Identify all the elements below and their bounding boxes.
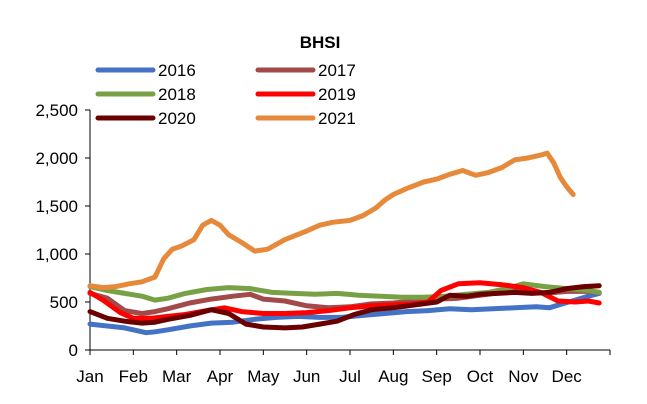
y-axis: 0 500 1,000 1,500 2,000 2,500 (35, 101, 91, 360)
y-tick-label: 0 (69, 341, 78, 360)
legend: 2016 2017 2018 2019 2020 2021 (95, 61, 356, 128)
x-tick-label: Jul (339, 367, 361, 386)
chart-title: BHSI (300, 33, 341, 52)
x-tick-label: Jan (76, 367, 103, 386)
legend-label-2018: 2018 (158, 85, 196, 104)
y-tick-label: 500 (50, 293, 78, 312)
x-axis: Jan Feb Mar Apr May Jun Jul Aug Sep Oct Nov Dec (76, 349, 611, 386)
x-tick-label: Nov (508, 367, 539, 386)
x-tick-label: May (247, 367, 280, 386)
legend-label-2019: 2019 (318, 85, 356, 104)
x-tick-label: Jun (293, 367, 320, 386)
series-line-2020 (87, 283, 602, 331)
y-tick-label: 2,000 (35, 149, 78, 168)
legend-label-2021: 2021 (318, 109, 356, 128)
y-tick-label: 2,500 (35, 101, 78, 120)
x-tick-label: Oct (467, 367, 494, 386)
x-tick-label: Apr (207, 367, 234, 386)
legend-label-2016: 2016 (158, 61, 196, 80)
y-tick-label: 1,500 (35, 197, 78, 216)
y-tick-label: 1,000 (35, 245, 78, 264)
x-tick-label: Sep (422, 367, 452, 386)
x-tick-label: Feb (119, 367, 148, 386)
x-tick-label: Mar (162, 367, 192, 386)
legend-label-2017: 2017 (318, 61, 356, 80)
series-line-2021 (87, 150, 576, 291)
x-tick-label: Aug (378, 367, 408, 386)
plot-area (87, 150, 602, 336)
x-tick-label: Dec (552, 367, 583, 386)
series-line-2019 (87, 280, 602, 321)
legend-label-2020: 2020 (158, 109, 196, 128)
